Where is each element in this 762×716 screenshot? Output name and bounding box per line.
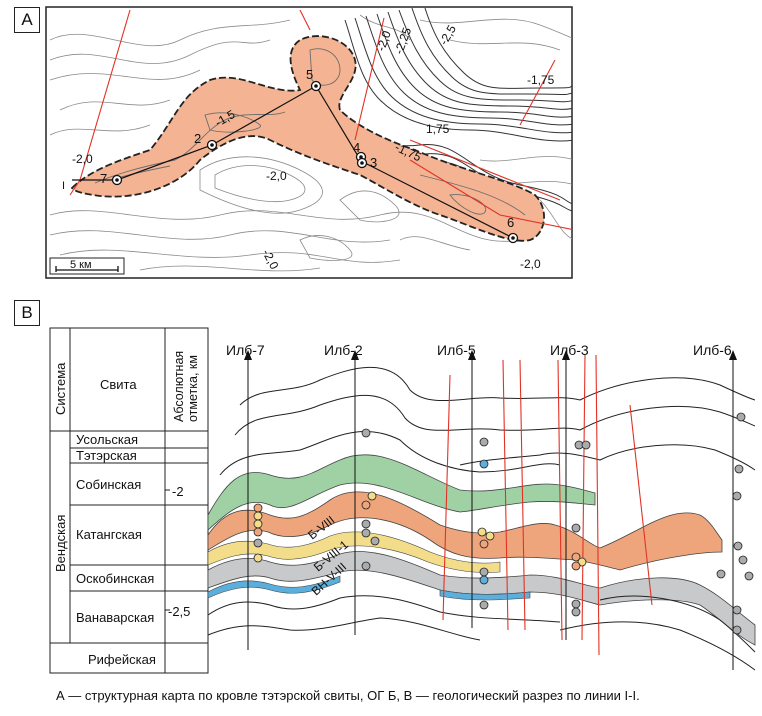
- section-layers: [207, 454, 756, 646]
- sample-markers: [253, 412, 754, 635]
- suite-teter: Тэтэрская: [76, 448, 137, 463]
- suite-rifey: Рифейская: [88, 652, 156, 667]
- panel-a-tag: A: [14, 7, 40, 33]
- altitude-tick-2: -2,5: [168, 604, 190, 619]
- well-label-ilb3: Илб-3: [550, 342, 589, 358]
- system-vend: Вендская: [53, 515, 68, 572]
- well-label-ilb5: Илб-5: [437, 342, 476, 358]
- well-label-7: 7: [100, 171, 107, 186]
- well-marker-3: [356, 157, 368, 169]
- figure-caption: А — структурная карта по кровле тэтэрско…: [56, 688, 640, 703]
- section-faults: [442, 354, 653, 656]
- contour-label-c1: -2,0: [374, 29, 394, 54]
- well-ilb3: [562, 350, 570, 640]
- well-label-ilb6: Илб-6: [693, 342, 732, 358]
- well-ilb7: [244, 350, 252, 650]
- well-ilb2: [351, 350, 359, 635]
- well-label-6: 6: [507, 215, 514, 230]
- well-label-3: 3: [370, 155, 377, 170]
- fault-lines: [69, 9, 572, 230]
- well-ilb6: [729, 350, 737, 670]
- contour-label-c4: -1,75: [527, 73, 555, 87]
- header-suite: Свита: [100, 377, 137, 392]
- strat-table: [49, 327, 209, 674]
- well-marker-6: [507, 232, 519, 244]
- panel-b-tag: B: [14, 300, 40, 326]
- section-end-label: I: [62, 180, 65, 192]
- suite-katang: Катангская: [76, 527, 142, 542]
- section-wells: [244, 350, 737, 670]
- geological-section: Система Свита Абсолютнаяотметка, км Венд…: [49, 327, 756, 674]
- well-label-ilb2: Илб-2: [324, 342, 363, 358]
- header-altitude: Абсолютнаяотметка, км: [172, 351, 200, 422]
- well-label-ilb7: Илб-7: [226, 342, 265, 358]
- altitude-tick-1: -2: [172, 484, 184, 499]
- scale-bar: 5 км: [49, 257, 125, 275]
- thin-contours: [49, 14, 572, 272]
- contour-label-c8: -2,0: [72, 152, 93, 166]
- scale-bar-label: 5 км: [70, 259, 92, 271]
- anticline-area: [70, 35, 545, 242]
- suite-vanavar: Ванаварская: [76, 610, 154, 625]
- well-marker-7: [111, 174, 123, 186]
- well-marker-2: [206, 139, 218, 151]
- header-system: Система: [53, 362, 68, 415]
- suite-usol: Усольская: [76, 432, 138, 447]
- suite-sobin: Собинская: [76, 477, 141, 492]
- well-label-2: 2: [194, 131, 201, 146]
- contour-label-c5: 1,75: [426, 122, 450, 136]
- well-label-5: 5: [306, 67, 313, 82]
- well-label-4: 4: [353, 140, 360, 155]
- suite-oskob: Оскобинская: [76, 571, 154, 586]
- contour-label-c9: -2,0: [266, 169, 287, 183]
- contour-label-c11: -2,0: [520, 257, 541, 271]
- structural-map: 5 2 7 4 3 6 I -2,0 -2,25 -2,5 -1,75 1,75…: [45, 6, 573, 279]
- map-wells: [111, 80, 519, 244]
- well-marker-5: [310, 80, 322, 92]
- well-ilb5: [468, 350, 476, 628]
